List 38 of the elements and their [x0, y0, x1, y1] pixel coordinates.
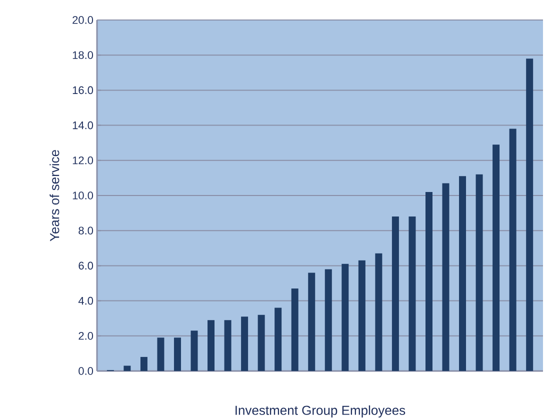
- bar: [425, 192, 432, 371]
- y-tick-label: 18.0: [72, 51, 94, 59]
- bar: [526, 58, 534, 371]
- y-axis-title: Years of service: [50, 150, 60, 242]
- y-tick-label: 20.0: [72, 16, 94, 24]
- y-tick-label: 6.0: [78, 262, 94, 270]
- bar: [375, 253, 382, 371]
- y-tick-label: 2.0: [78, 332, 94, 340]
- bar: [442, 183, 450, 371]
- bar: [140, 356, 148, 371]
- bar: [208, 320, 215, 371]
- bar: [174, 338, 181, 371]
- bar: [157, 338, 164, 371]
- bar: [492, 144, 500, 371]
- y-tick-label: 10.0: [72, 192, 94, 200]
- bar: [308, 272, 316, 371]
- y-tick-label: 12.0: [72, 156, 94, 164]
- bar: [324, 269, 332, 371]
- y-tick-label: 8.0: [78, 226, 94, 234]
- y-tick-label: 0.0: [78, 367, 94, 375]
- bar: [392, 216, 399, 371]
- bar: [190, 330, 198, 371]
- bar: [291, 288, 298, 371]
- bar: [342, 264, 349, 371]
- bar: [241, 316, 248, 371]
- bar: [459, 176, 466, 371]
- bar: [358, 260, 366, 371]
- x-axis-title: Investment Group Employees: [236, 405, 406, 418]
- y-tick-label: 16.0: [72, 86, 94, 94]
- y-tick-label: 4.0: [78, 296, 94, 305]
- bar: [258, 314, 265, 371]
- bar: [274, 308, 282, 371]
- bar: [509, 128, 516, 371]
- bar: [224, 320, 232, 371]
- y-tick-label: 14.0: [72, 121, 94, 130]
- bar: [476, 174, 483, 371]
- bar: [408, 216, 416, 371]
- bar: [124, 366, 131, 371]
